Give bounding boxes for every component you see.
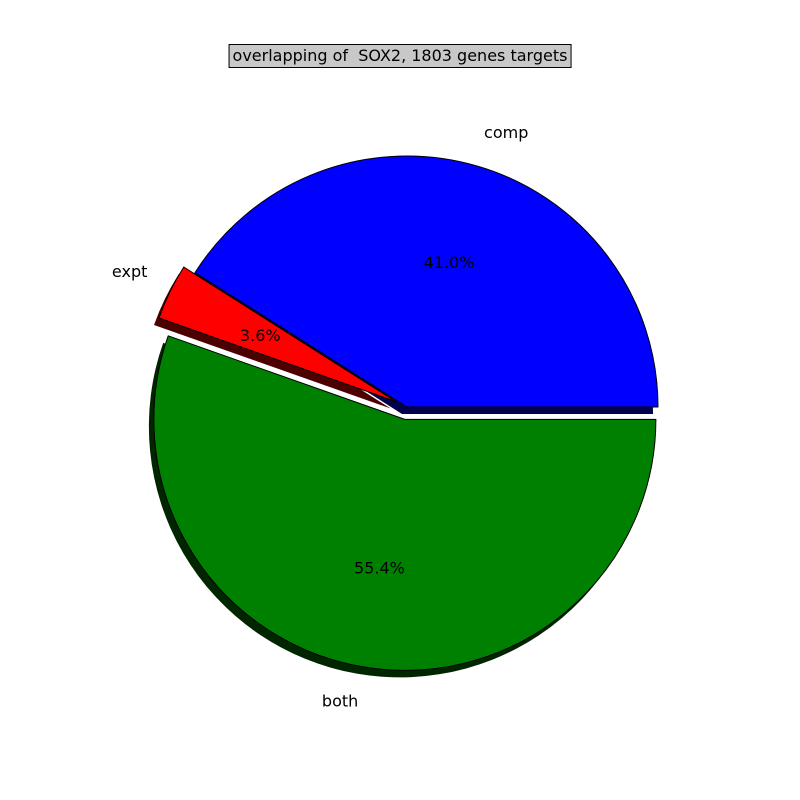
wedge-comp xyxy=(194,155,659,408)
pie-wedge-layer xyxy=(153,155,659,671)
wedge-percent-label-comp: 41.0% xyxy=(424,253,475,272)
wedge-expt xyxy=(158,266,397,403)
wedge-category-label-comp: comp xyxy=(484,123,528,142)
chart-title: overlapping of SOX2, 1803 genes targets xyxy=(228,44,572,68)
wedge-category-label-both: both xyxy=(322,692,358,711)
pie-label-layer: 41.0% comp 3.6% expt 55.4% both xyxy=(112,123,528,711)
wedge-both xyxy=(153,335,657,671)
wedge-percent-label-both: 55.4% xyxy=(354,558,405,577)
wedge-percent-label-expt: 3.6% xyxy=(240,326,281,345)
wedge-category-label-expt: expt xyxy=(112,262,147,281)
